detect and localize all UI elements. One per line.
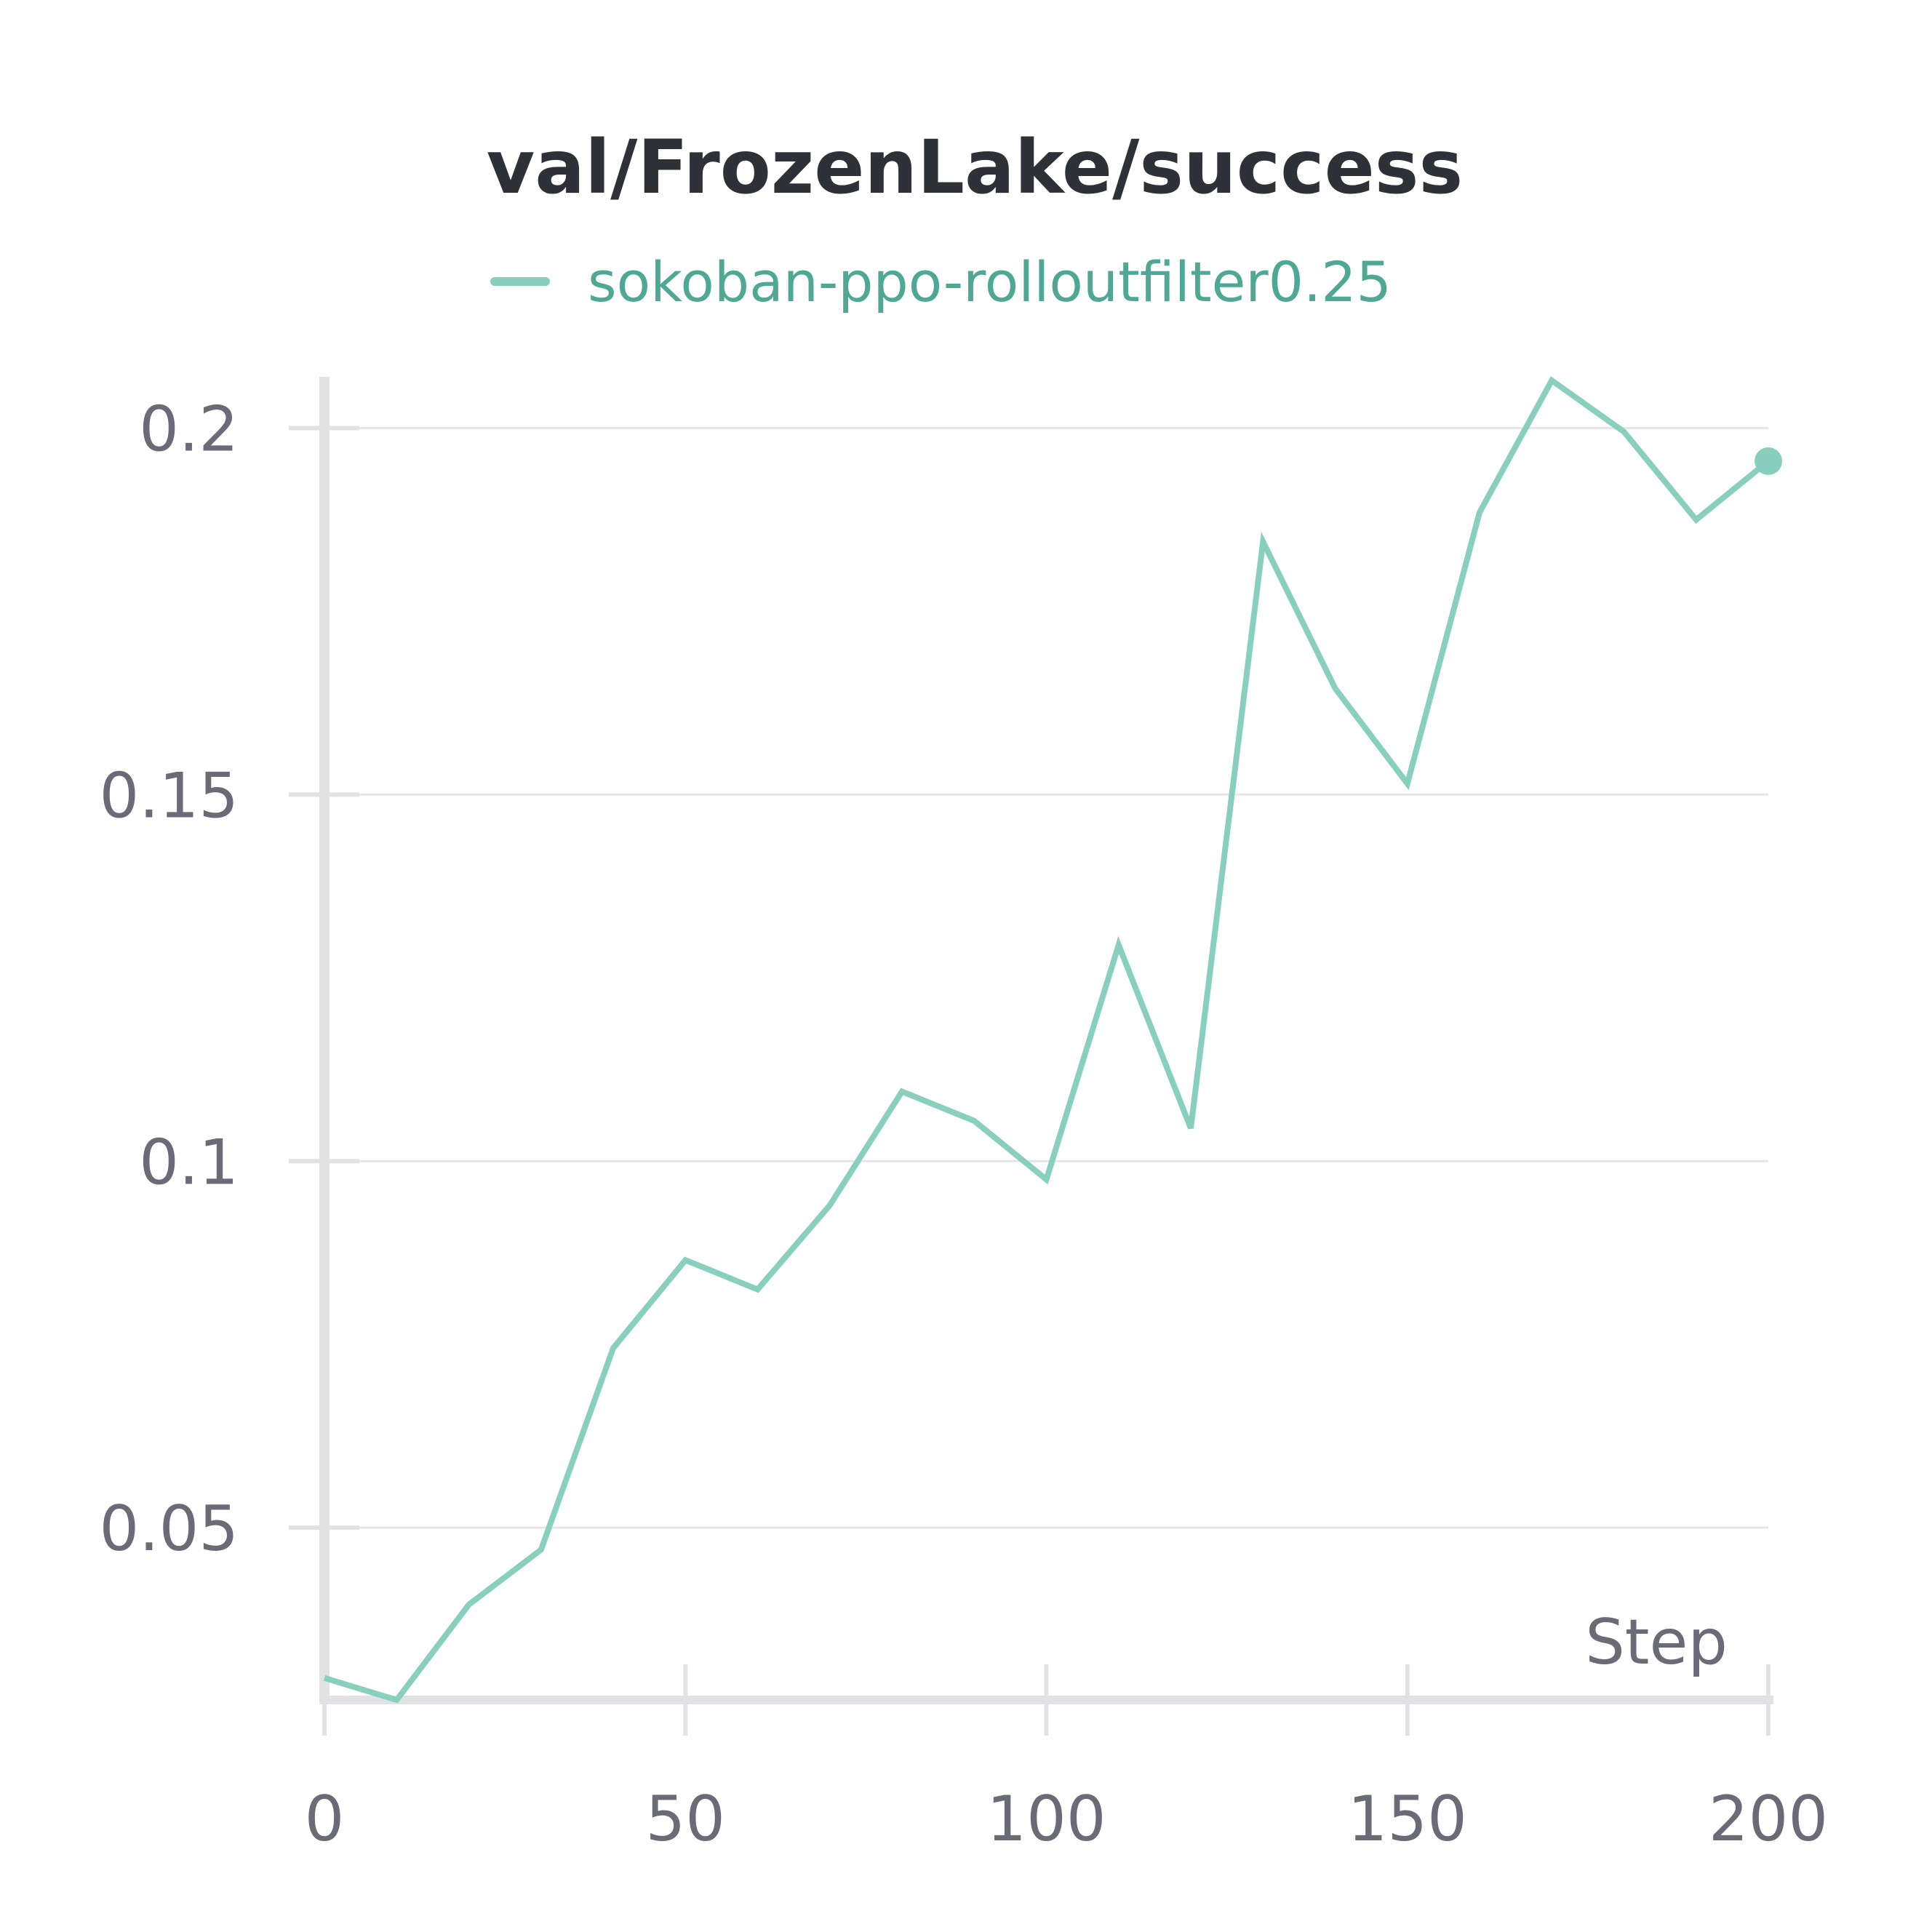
axes — [319, 377, 1773, 1704]
y-tick-label: 0.2 — [139, 394, 239, 466]
x-tick-label: 200 — [1709, 1783, 1828, 1856]
y-tick-label: 0.1 — [139, 1126, 239, 1199]
x-tick-label: 0 — [305, 1783, 345, 1856]
x-tick-label: 100 — [986, 1783, 1106, 1856]
x-axis-title: Step — [1585, 1606, 1728, 1679]
series-layer — [323, 376, 1782, 1704]
x-tick-label: 150 — [1348, 1783, 1467, 1856]
series-end-marker — [1755, 447, 1782, 475]
x-tick-label: 50 — [646, 1783, 725, 1856]
legend: sokoban-ppo-rolloutfilter0.25 — [490, 250, 1392, 314]
legend-label: sokoban-ppo-rolloutfilter0.25 — [588, 250, 1392, 314]
ticks: 0.05 0.1 0.15 0.2 0 50 100 150 200 — [100, 394, 1829, 1856]
y-tick-label: 0.15 — [100, 759, 239, 832]
grid — [324, 427, 1768, 1529]
y-tick-label: 0.05 — [100, 1493, 239, 1565]
series-line — [323, 376, 1771, 1704]
chart-title: val/FrozenLake/success — [487, 124, 1463, 211]
